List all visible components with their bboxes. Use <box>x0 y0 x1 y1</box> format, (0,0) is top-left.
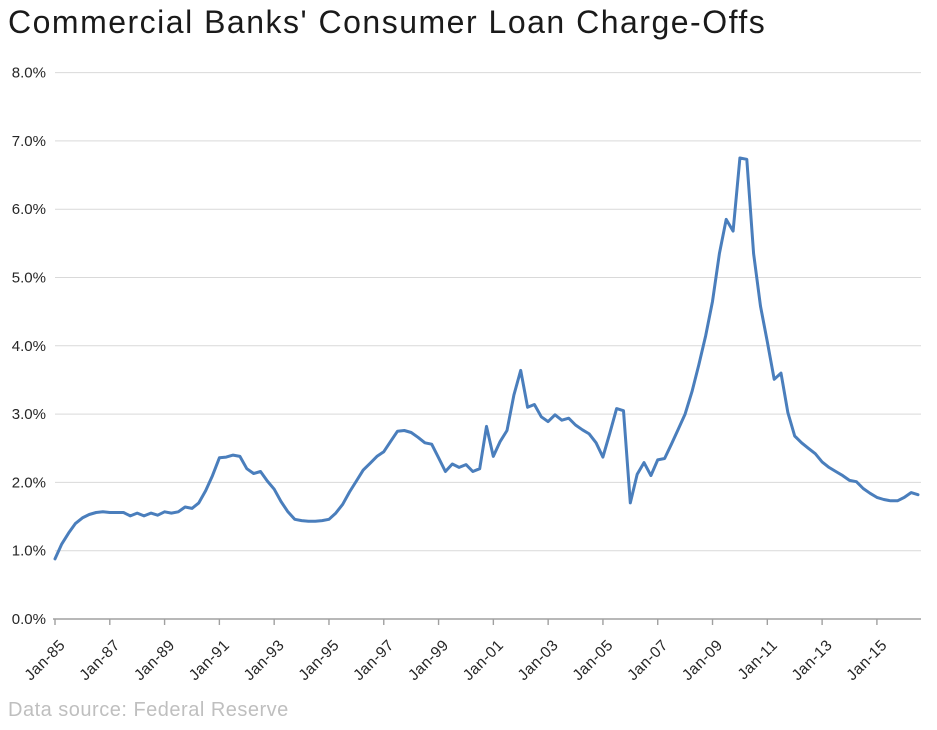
x-tick-label: Jan-11 <box>735 637 781 683</box>
x-tick-label: Jan-05 <box>570 637 617 684</box>
x-tick-label: Jan-93 <box>241 637 288 684</box>
gridlines <box>55 72 921 552</box>
y-tick-label: 4.0% <box>12 338 46 355</box>
x-axis <box>53 618 921 625</box>
x-tick-label: Jan-91 <box>186 637 233 684</box>
x-tick-label: Jan-03 <box>515 637 562 684</box>
y-tick-label: 2.0% <box>12 474 46 491</box>
x-tick-label: Jan-87 <box>76 637 123 684</box>
y-tick-label: 0.0% <box>12 611 46 628</box>
x-tick-label: Jan-13 <box>789 637 836 684</box>
x-tick-label: Jan-89 <box>131 637 178 684</box>
chart-title: Commercial Banks' Consumer Loan Charge-O… <box>8 4 767 40</box>
data-source-note: Data source: Federal Reserve <box>8 699 289 721</box>
x-tick-label: Jan-15 <box>843 637 890 684</box>
y-tick-label: 1.0% <box>12 543 46 560</box>
x-tick-label: Jan-09 <box>679 637 726 684</box>
x-tick-labels: Jan-85 Jan-87 Jan-89 Jan-91 Jan-93 Jan-95 Jan-… <box>22 637 891 684</box>
x-tick-label: Jan-97 <box>350 637 397 684</box>
x-tick-label: Jan-07 <box>624 637 671 684</box>
y-tick-label: 3.0% <box>12 406 46 423</box>
y-tick-label: 7.0% <box>12 133 46 150</box>
y-tick-label: 5.0% <box>12 270 46 287</box>
x-tick-label: Jan-85 <box>22 637 69 684</box>
y-tick-labels: 0.0% 1.0% 2.0% 3.0% 4.0% 5.0% 6.0% 7.0% 8.0% <box>12 65 46 628</box>
x-tick-label: Jan-99 <box>405 637 452 684</box>
x-tick-label: Jan-01 <box>460 637 507 684</box>
y-tick-label: 8.0% <box>12 65 46 82</box>
x-tick-label: Jan-95 <box>296 637 343 684</box>
y-tick-label: 6.0% <box>12 201 46 218</box>
series-line-consumer-chargeoffs <box>53 156 920 561</box>
